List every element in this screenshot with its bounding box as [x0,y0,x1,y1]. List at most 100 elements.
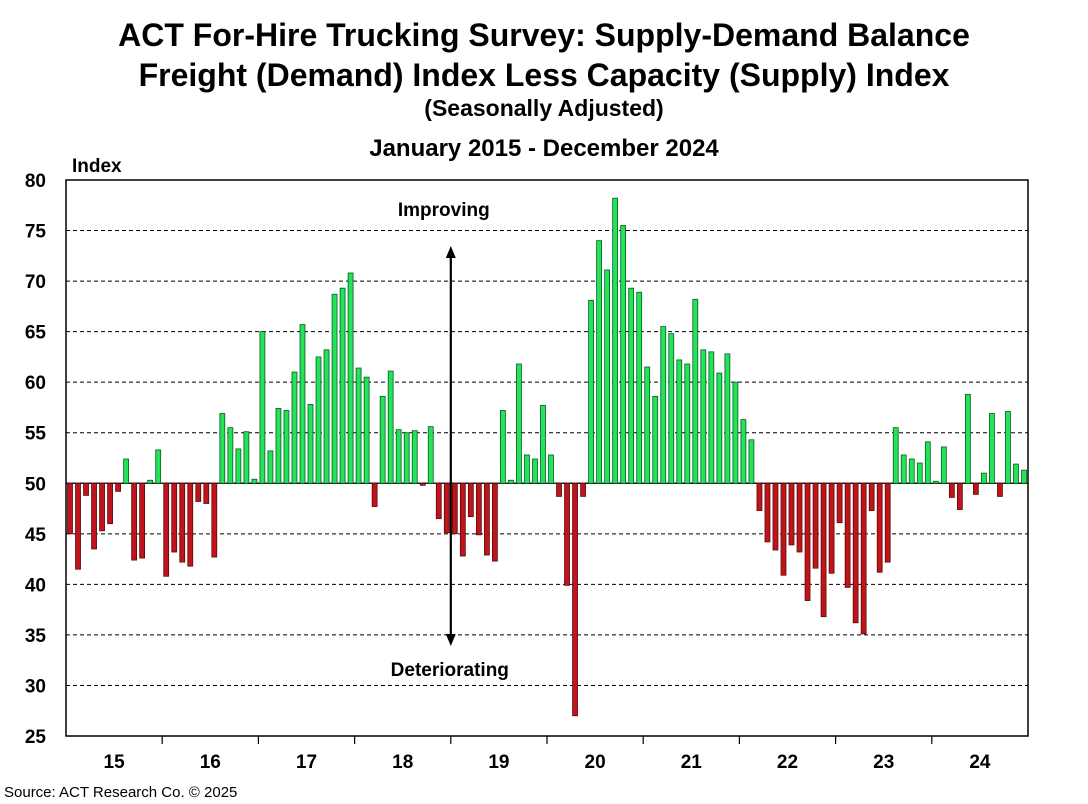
bar-positive [604,269,611,484]
bar-negative [884,482,891,563]
bar-negative [131,482,138,561]
bar-negative [828,482,835,574]
bar-positive [724,353,731,484]
chart-subtitle-adjustment: (Seasonally Adjusted) [424,95,664,121]
bar-positive [379,395,386,484]
bar-negative [780,482,787,576]
bar-negative [997,482,1003,497]
annotation-deteriorating: Deteriorating [391,660,509,681]
bar-negative [67,482,73,535]
bar-negative [812,482,819,569]
bar-negative [492,482,498,562]
bar-positive [259,331,266,484]
bar-negative [171,482,178,553]
bar-positive [660,326,667,484]
bar-negative [195,482,202,502]
bar-positive [339,287,346,484]
bar-negative [860,482,867,635]
bar-positive [1013,463,1019,484]
bar-positive [652,395,659,484]
bar-positive [740,419,747,484]
x-tick-label: 18 [392,752,413,773]
bar-negative [203,482,210,504]
bar-negative [371,482,378,507]
bar-positive [283,410,290,484]
annotation-layer: Improving Deteriorating [391,200,509,681]
y-tick-label: 80 [25,171,46,192]
bar-negative [99,482,105,532]
bar-negative [556,482,562,497]
chart-date-range: January 2015 - December 2024 [369,135,719,162]
bar-positive [532,458,538,484]
bar-negative [820,482,827,618]
bar-positive [251,478,258,484]
bar-negative [564,482,570,586]
bar-negative [107,482,113,525]
y-tick-label: 50 [25,474,46,495]
y-tick-label: 55 [25,424,47,445]
bar-negative [467,482,474,518]
bar-negative [948,482,955,498]
bar-positive [227,427,234,484]
bar-positive [267,450,274,484]
x-tick-label: 20 [585,752,606,773]
bar-negative [419,482,426,486]
bar-positive [524,454,530,484]
bar-positive [235,448,242,484]
bar-negative [788,482,795,546]
bar-negative [91,482,97,550]
bar-positive [748,439,755,484]
bar-positive [500,410,506,484]
bar-negative [804,482,811,601]
bar-positive [908,458,915,484]
bar-positive [676,359,683,484]
bar-positive [540,405,546,484]
bar-negative [844,482,851,588]
bar-positive [411,430,418,484]
chart-title: ACT For-Hire Trucking Survey: Supply-Dem… [118,17,970,53]
bar-negative [75,482,81,570]
bar-negative [764,482,771,543]
bar-positive [427,426,434,484]
x-tick-label: 15 [104,752,126,773]
bar-positive [1005,411,1011,484]
bar-positive [347,272,354,484]
bar-positive [692,298,699,484]
bar-negative [756,482,763,511]
x-tick-label: 21 [681,752,703,773]
bar-positive [299,324,306,484]
bar-positive [355,367,362,484]
bar-positive [516,363,522,484]
bar-negative [187,482,194,567]
bar-series [67,197,1027,717]
bar-positive [932,480,939,484]
arrow-up-icon [445,246,456,258]
bar-positive [964,393,971,484]
bar-positive [668,333,675,484]
bar-positive [989,413,995,484]
x-tick-label: 24 [969,752,991,773]
arrow-down-icon [445,634,456,646]
bar-positive [275,408,282,484]
bar-positive [387,370,394,484]
bar-positive [916,462,923,484]
y-tick-label: 45 [25,525,47,546]
bar-positive [716,372,723,484]
bar-negative [475,482,482,536]
chart-subtitle: Freight (Demand) Index Less Capacity (Su… [138,57,950,93]
bar-negative [443,482,450,534]
y-axis: 25 30 35 40 45 50 55 60 65 70 75 80 [25,171,47,748]
bar-negative [83,482,89,496]
bar-positive [981,472,987,484]
y-tick-label: 40 [25,575,46,596]
bar-positive [588,299,594,484]
bar-positive [508,479,514,484]
bar-negative [139,482,146,559]
bar-negative [483,482,490,556]
bar-positive [147,479,154,484]
bar-negative [973,482,979,495]
plot-frame [65,179,1029,737]
bar-negative [876,482,883,573]
bar-negative [179,482,186,563]
bar-positive [403,432,410,484]
